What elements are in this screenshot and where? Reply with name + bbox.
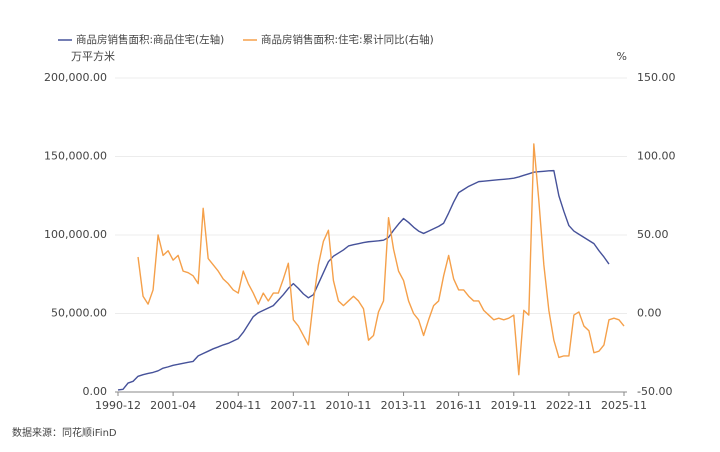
x-tick-label: 2019-11	[491, 399, 537, 412]
y-tick-label: 0.00	[83, 385, 108, 398]
y-tick-label: 150,000.00	[44, 150, 107, 163]
y-tick-label: 200,000.00	[44, 71, 107, 84]
y-axis-unit: 万平方米	[71, 49, 115, 63]
y-tick-label: 100,000.00	[44, 228, 107, 241]
y2-tick-label: 0.00	[637, 307, 662, 320]
legend-label: 商品房销售面积:住宅:累计同比(右轴)	[261, 33, 434, 46]
x-tick-label: 2004-11	[215, 399, 261, 412]
y2-tick-label: 150.00	[637, 71, 676, 84]
series-line	[117, 169, 610, 391]
y2-tick-label: 100.00	[637, 150, 676, 163]
x-tick-label: 2025-11	[601, 399, 647, 412]
y2-tick-label: 50.00	[637, 228, 669, 241]
x-tick-label: 1990-12	[95, 399, 141, 412]
x-tick-label: 2022-11	[546, 399, 592, 412]
legend-label: 商品房销售面积:商品住宅(左轴)	[76, 33, 224, 46]
y2-axis-unit: %	[617, 50, 627, 63]
x-tick-label: 2007-11	[270, 399, 316, 412]
x-tick-label: 2016-11	[436, 399, 482, 412]
x-tick-label: 2013-11	[381, 399, 427, 412]
y-tick-label: 50,000.00	[51, 307, 107, 320]
x-tick-label: 2010-11	[325, 399, 371, 412]
y2-tick-label: -50.00	[637, 385, 672, 398]
x-tick-label: 2001-04	[150, 399, 196, 412]
series-line	[137, 143, 625, 376]
source-note: 数据来源：同花顺iFinD	[12, 426, 117, 439]
